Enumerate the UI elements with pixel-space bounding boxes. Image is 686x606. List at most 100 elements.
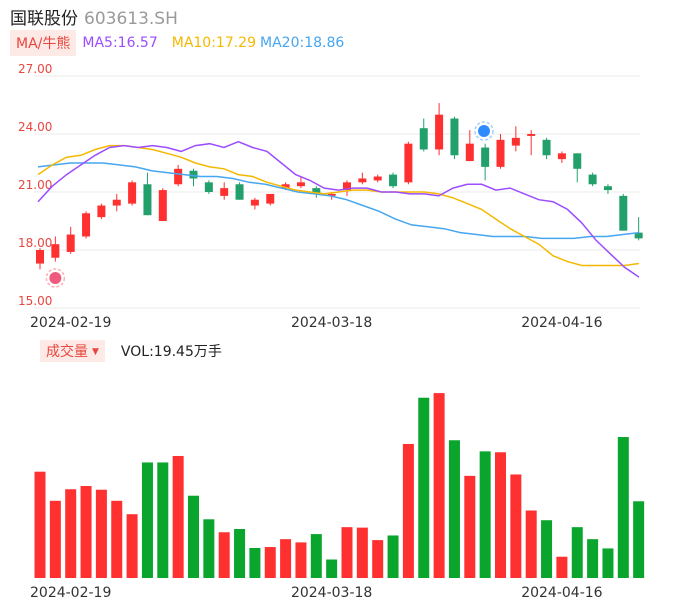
volume-bar bbox=[602, 548, 614, 578]
volume-bar bbox=[387, 535, 399, 578]
volume-bar bbox=[141, 462, 153, 578]
volume-bar bbox=[372, 540, 384, 578]
volume-bar bbox=[356, 527, 368, 578]
candle-body bbox=[389, 174, 398, 187]
candle-body bbox=[327, 193, 336, 196]
volume-bar bbox=[264, 547, 276, 578]
volume-indicator-button[interactable]: 成交量 ▼ bbox=[40, 340, 105, 362]
candlesticks bbox=[36, 103, 643, 270]
low-point-marker-icon bbox=[45, 268, 66, 288]
volume-bar bbox=[571, 527, 583, 578]
ma5-value: MA5:16.57 bbox=[82, 35, 158, 51]
candle-body bbox=[435, 114, 444, 150]
volume-bar bbox=[249, 547, 261, 578]
candle-body bbox=[66, 234, 75, 252]
candle-body bbox=[51, 244, 60, 258]
ma10-line bbox=[37, 144, 640, 267]
y-tick-label: 18.00 bbox=[18, 236, 52, 250]
volume-bar bbox=[633, 501, 645, 578]
y-tick-label: 21.00 bbox=[18, 178, 52, 192]
volume-date-labels: 2024-02-19 2024-03-18 2024-04-16 bbox=[30, 585, 603, 601]
x-tick-label: 2024-03-18 bbox=[291, 585, 372, 601]
volume-bar bbox=[541, 520, 553, 578]
candle-body bbox=[419, 128, 428, 150]
x-tick-label: 2024-04-16 bbox=[521, 315, 602, 331]
volume-bar bbox=[203, 519, 215, 578]
candle-body bbox=[450, 118, 459, 156]
y-tick-label: 24.00 bbox=[18, 120, 52, 134]
volume-bar bbox=[479, 451, 491, 578]
candle-body bbox=[634, 232, 643, 239]
candle-body bbox=[496, 139, 505, 167]
volume-bar bbox=[310, 534, 322, 578]
volume-bar bbox=[464, 475, 476, 578]
volume-bar bbox=[525, 510, 537, 578]
candle-body bbox=[603, 186, 612, 191]
news-marker-icon bbox=[474, 121, 494, 141]
candle-body bbox=[373, 176, 382, 181]
volume-bar bbox=[95, 489, 107, 578]
x-tick-label: 2024-03-18 bbox=[291, 315, 372, 331]
candle-body bbox=[343, 182, 351, 191]
stock-name: 国联股份 bbox=[10, 9, 78, 29]
ma-legend: MA/牛熊 MA5:16.57 MA10:17.29 MA20:18.86 bbox=[10, 30, 344, 56]
candle-body bbox=[174, 168, 183, 185]
candle-body bbox=[588, 174, 597, 185]
candle-body bbox=[557, 153, 566, 160]
candle-body bbox=[481, 147, 490, 167]
price-axis-labels: 27.00 24.00 21.00 18.00 15.00 bbox=[18, 62, 52, 308]
volume-bar bbox=[295, 542, 307, 578]
y-tick-label: 15.00 bbox=[18, 294, 52, 308]
ma-indicator-button[interactable]: MA/牛熊 bbox=[10, 30, 77, 56]
candle-body bbox=[82, 213, 91, 237]
candle-body bbox=[266, 193, 275, 204]
volume-bar bbox=[326, 559, 338, 578]
candle-body bbox=[189, 170, 198, 179]
candle-body bbox=[128, 182, 137, 204]
candle-body bbox=[296, 182, 305, 187]
volume-bar bbox=[218, 532, 230, 578]
price-date-labels: 2024-02-19 2024-03-18 2024-04-16 bbox=[30, 315, 603, 331]
volume-bar bbox=[172, 455, 184, 578]
candle-body bbox=[250, 199, 259, 206]
volume-bar bbox=[49, 500, 61, 578]
ma5-line bbox=[37, 140, 640, 278]
ma20-value: MA20:18.86 bbox=[260, 35, 345, 51]
ma20-line bbox=[37, 162, 640, 240]
candle-body bbox=[404, 143, 413, 183]
caret-down-icon: ▼ bbox=[92, 347, 99, 357]
candle-body bbox=[36, 250, 44, 264]
volume-bar bbox=[510, 474, 522, 578]
volume-bar bbox=[280, 539, 292, 578]
volume-legend: 成交量 ▼ VOL:19.45万手 bbox=[40, 340, 222, 362]
candle-body bbox=[358, 178, 367, 183]
volume-bar bbox=[157, 462, 169, 578]
volume-bar bbox=[126, 514, 138, 578]
volume-bar bbox=[617, 437, 629, 578]
candle-body bbox=[511, 137, 520, 146]
volume-bar bbox=[448, 440, 460, 578]
volume-bar bbox=[402, 443, 414, 578]
chart-markers bbox=[45, 121, 494, 288]
candle-body bbox=[527, 134, 536, 136]
volume-bar bbox=[80, 486, 92, 578]
candle-body bbox=[619, 195, 628, 231]
candle-body bbox=[465, 143, 474, 162]
volume-bars bbox=[34, 393, 645, 578]
candle-body bbox=[158, 190, 167, 221]
candle-body bbox=[542, 139, 551, 156]
volume-value: VOL:19.45万手 bbox=[120, 344, 222, 360]
x-tick-label: 2024-02-19 bbox=[30, 585, 111, 601]
volume-bar bbox=[587, 539, 599, 578]
y-tick-label: 27.00 bbox=[18, 62, 52, 76]
volume-bar bbox=[34, 471, 46, 578]
x-tick-label: 2024-02-19 bbox=[30, 315, 111, 331]
candle-body bbox=[281, 184, 290, 189]
candle-body bbox=[220, 188, 229, 196]
stock-title: 国联股份 603613.SH bbox=[10, 4, 178, 29]
stock-code: 603613.SH bbox=[84, 9, 178, 29]
candle-body bbox=[97, 205, 106, 218]
candle-body bbox=[143, 184, 152, 216]
volume-bar bbox=[188, 495, 199, 578]
